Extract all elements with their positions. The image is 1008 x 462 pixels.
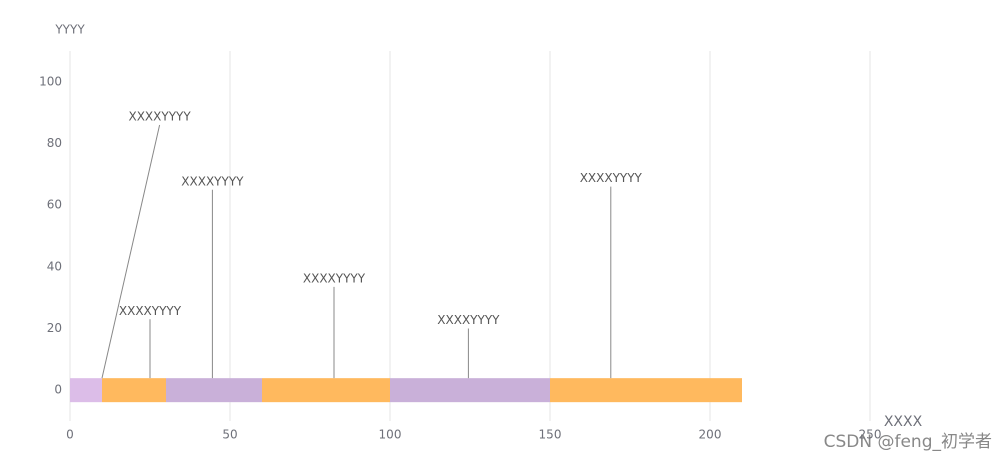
x-tick-label: 0 [66, 428, 74, 442]
annotation-label: XXXXYYYY [580, 171, 643, 185]
y-tick-label: 80 [47, 136, 62, 150]
segment [262, 378, 390, 403]
x-tick-label: 200 [699, 428, 722, 442]
segment [166, 378, 262, 403]
y-axis-title: YYYY [54, 23, 85, 37]
y-tick-label: 20 [47, 321, 62, 335]
x-tick-label: 150 [539, 428, 562, 442]
y-tick-label: 100 [39, 74, 62, 88]
annotation-label: XXXXYYYY [303, 271, 366, 285]
x-tick-label: 50 [222, 428, 237, 442]
annotation-label: XXXXYYYY [128, 110, 191, 124]
x-tick-label: 100 [379, 428, 402, 442]
segment [390, 378, 550, 403]
segment [550, 378, 742, 403]
annotation-label: XXXXYYYY [437, 313, 500, 327]
y-tick-label: 40 [47, 259, 62, 273]
x-axis-title: XXXX [884, 414, 923, 430]
y-tick-label: 0 [54, 383, 62, 397]
y-tick-label: 60 [47, 198, 62, 212]
annotation-label: XXXXYYYY [181, 174, 244, 188]
annotation-label: XXXXYYYY [119, 304, 182, 318]
x-tick-label: 250 [859, 428, 882, 442]
annotation-line [101, 124, 161, 379]
segment [102, 378, 166, 403]
segment [70, 378, 102, 403]
watermark: CSDN @feng_初学者 [824, 432, 992, 452]
